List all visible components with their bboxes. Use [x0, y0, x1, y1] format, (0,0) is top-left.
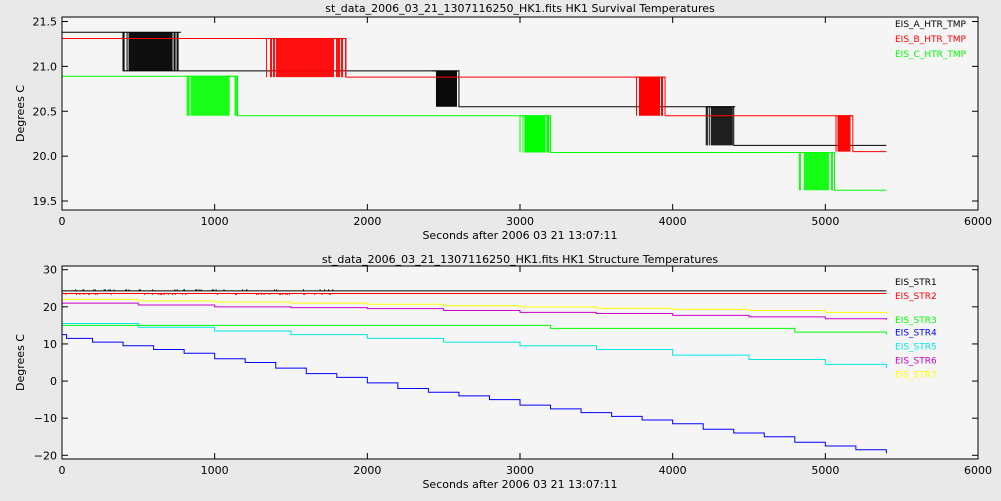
- y-tick-label: 30: [43, 264, 57, 277]
- legend-entry: EIS_STR5: [895, 342, 937, 352]
- legend-entry: EIS_B_HTR_TMP: [895, 35, 967, 45]
- x-tick-label: 4000: [659, 464, 687, 477]
- y-tick-label: 20.5: [33, 105, 58, 118]
- y-tick-label: 0: [50, 375, 57, 388]
- structure-temperatures-panel: 0 1000 2000 3000 4000 5000 6000 −20 −10 0 10 20 30 s…: [14, 253, 992, 491]
- legend: EIS_STR1 EIS_STR2 EIS_STR3 EIS_STR4 EIS_STR5…: [895, 278, 937, 380]
- x-axis-label: Seconds after 2006 03 21 13:07:11: [422, 478, 617, 491]
- series-eis-str4: [62, 334, 887, 454]
- series-eis-b-htr-tmp: [62, 38, 887, 153]
- x-tick-label: 5000: [811, 464, 839, 477]
- noise-marks: [75, 289, 334, 291]
- series-line: [62, 324, 887, 335]
- x-tick-label: 3000: [506, 464, 534, 477]
- switching-burst: [184, 75, 238, 116]
- series-eis-str5: [62, 323, 887, 369]
- switching-burst: [705, 106, 736, 146]
- series-line: [62, 334, 887, 454]
- y-tick-label: 10: [43, 338, 57, 351]
- series-line: [62, 302, 887, 320]
- x-tick-label: 1000: [201, 464, 229, 477]
- series-line: [62, 323, 887, 369]
- x-tick-label: 2000: [353, 464, 381, 477]
- x-tick-label: 2000: [353, 215, 381, 228]
- axis-ticks: 0 1000 2000 3000 4000 5000 6000 −20 −10 0 10 20 30: [34, 264, 992, 477]
- survival-temperatures-panel: 0 1000 2000 3000 4000 5000 6000 19.5 20.0 20.5 21.…: [14, 2, 992, 242]
- y-axis-label: Degrees C: [14, 334, 27, 391]
- y-tick-label: −20: [34, 449, 57, 462]
- legend-entry: EIS_C_HTR_TMP: [895, 50, 967, 60]
- legend-entry: EIS_STR6: [895, 356, 937, 366]
- x-tick-label: 0: [59, 464, 66, 477]
- x-tick-label: 1000: [201, 215, 229, 228]
- legend-entry: EIS_STR2: [895, 292, 937, 302]
- x-axis-label: Seconds after 2006 03 21 13:07:11: [422, 229, 617, 242]
- x-tick-label: 0: [59, 215, 66, 228]
- switching-burst: [634, 76, 666, 116]
- x-tick-label: 4000: [659, 215, 687, 228]
- x-tick-label: 5000: [811, 215, 839, 228]
- legend-entry: EIS_A_HTR_TMP: [895, 20, 966, 30]
- legend-entry: EIS_STR4: [895, 328, 937, 338]
- switching-burst: [519, 115, 550, 153]
- series-layer: [62, 289, 887, 454]
- legend-entry: EIS_STR1: [895, 278, 937, 288]
- series-eis-str1: [62, 289, 887, 292]
- switching-burst: [266, 38, 347, 78]
- series-eis-str7: [62, 298, 887, 315]
- y-tick-label: 20.0: [33, 150, 58, 163]
- noise-marks: [65, 293, 331, 295]
- switching-burst: [798, 152, 835, 191]
- x-tick-label: 6000: [964, 215, 992, 228]
- legend-entry: EIS_STR3: [895, 316, 937, 326]
- legend: EIS_A_HTR_TMP EIS_B_HTR_TMP EIS_C_HTR_TMP: [895, 20, 967, 60]
- x-tick-label: 3000: [506, 215, 534, 228]
- y-tick-label: 19.5: [33, 195, 58, 208]
- x-tick-label: 6000: [964, 464, 992, 477]
- chart-title: st_data_2006_03_21_1307116250_HK1.fits H…: [325, 2, 715, 15]
- y-tick-label: 20: [43, 301, 57, 314]
- axis-ticks: 0 1000 2000 3000 4000 5000 6000 19.5 20.0 20.5 21.…: [33, 15, 993, 228]
- y-tick-label: 21.0: [33, 60, 58, 73]
- series-line: [62, 298, 887, 315]
- plot-area: [62, 266, 978, 459]
- series-eis-str6: [62, 302, 887, 320]
- y-tick-label: 21.5: [33, 15, 58, 28]
- series-eis-str2: [62, 292, 887, 295]
- series-eis-c-htr-tmp: [62, 75, 887, 191]
- y-tick-label: −10: [34, 412, 57, 425]
- y-axis-label: Degrees C: [14, 85, 27, 142]
- chart-title: st_data_2006_03_21_1307116250_HK1.fits H…: [322, 253, 719, 266]
- legend-entry: EIS_STR7: [895, 370, 937, 380]
- series-eis-str3: [62, 324, 887, 335]
- series-layer: [62, 31, 887, 191]
- switching-burst: [835, 115, 853, 152]
